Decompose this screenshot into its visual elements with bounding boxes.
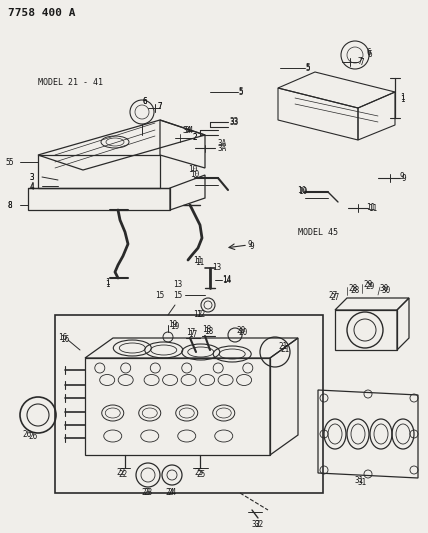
Text: 9: 9 [248,240,253,249]
Text: 17: 17 [186,328,195,337]
Text: 6: 6 [367,48,372,57]
Text: 22: 22 [118,470,127,479]
Text: 24: 24 [165,488,174,497]
Text: 7: 7 [358,57,363,66]
Text: 10: 10 [188,165,197,174]
Text: 18: 18 [202,325,211,334]
Text: 5: 5 [5,158,9,167]
Text: 10: 10 [190,170,199,179]
Text: 1: 1 [400,93,404,102]
Text: 23: 23 [141,488,150,497]
Text: 19: 19 [170,322,179,331]
Text: 22: 22 [116,468,125,477]
Text: 4: 4 [30,183,35,192]
Text: 29: 29 [365,282,374,291]
Text: 20: 20 [238,328,247,337]
Text: 28: 28 [350,286,359,295]
Text: 30: 30 [380,284,389,293]
Text: 26: 26 [22,430,31,439]
Text: 2: 2 [192,133,196,142]
Text: 33: 33 [230,117,239,126]
Text: 10: 10 [297,186,306,195]
Text: 32: 32 [252,520,261,529]
Text: 9: 9 [400,172,404,181]
Text: 12: 12 [193,310,202,319]
Text: 1: 1 [400,95,404,104]
Text: 9: 9 [402,174,407,183]
Text: 23: 23 [143,488,152,497]
Text: 5: 5 [305,64,309,73]
Text: 16: 16 [58,333,67,342]
Text: 4: 4 [30,182,35,191]
Text: 13: 13 [212,263,221,272]
Text: 30: 30 [382,286,391,295]
Text: 5: 5 [238,87,243,96]
Text: 21: 21 [280,345,289,354]
Text: 12: 12 [196,310,205,319]
Text: 14: 14 [222,275,231,284]
Text: 34: 34 [183,126,192,135]
Text: 3: 3 [30,173,35,182]
Text: 26: 26 [28,432,37,441]
Text: 25: 25 [194,468,203,477]
Text: 15: 15 [173,291,182,300]
Text: 3A: 3A [218,139,227,148]
Text: 16: 16 [60,335,69,344]
Text: 10: 10 [298,187,307,196]
Text: 1: 1 [105,278,110,287]
Text: 5: 5 [8,158,12,167]
Text: 11: 11 [193,256,202,265]
Text: MODEL 45: MODEL 45 [298,228,338,237]
Text: 28: 28 [348,284,357,293]
Text: 9: 9 [250,242,255,251]
Text: 7: 7 [158,102,163,111]
Text: 8: 8 [8,201,12,210]
Text: 17: 17 [188,330,197,339]
Text: 32: 32 [255,520,264,529]
Text: 7: 7 [158,102,163,111]
Text: 27: 27 [330,293,339,302]
Text: 6: 6 [143,97,148,106]
Text: 5: 5 [305,63,309,72]
Text: 19: 19 [168,320,177,329]
Text: MODEL 21 - 41: MODEL 21 - 41 [38,78,103,87]
Text: 31: 31 [355,476,364,485]
Text: 18: 18 [204,327,213,336]
Text: 29: 29 [363,280,372,289]
Text: 3A: 3A [218,144,227,153]
Text: 11: 11 [366,203,375,212]
Text: 34: 34 [185,126,194,135]
Text: 2: 2 [192,133,196,142]
Text: 6: 6 [143,97,148,106]
Text: 27: 27 [328,291,337,300]
Text: 13: 13 [173,280,182,289]
Bar [55,315,323,493]
Text: 20: 20 [236,326,245,335]
Text: 21: 21 [278,342,287,351]
Text: 7758 400 A: 7758 400 A [8,8,75,18]
Text: 24: 24 [167,488,176,497]
Text: 11: 11 [368,204,377,213]
Text: 3: 3 [30,173,35,182]
Text: 1: 1 [105,280,110,289]
Text: 8: 8 [8,201,12,210]
Text: 5: 5 [238,88,243,97]
Text: 15: 15 [155,291,164,300]
Text: 25: 25 [196,470,205,479]
Text: 31: 31 [358,478,367,487]
Text: 6: 6 [368,50,373,59]
Text: 11: 11 [195,258,204,267]
Text: 7: 7 [360,58,365,67]
Text: 33: 33 [230,118,239,127]
Text: 14: 14 [222,276,231,285]
